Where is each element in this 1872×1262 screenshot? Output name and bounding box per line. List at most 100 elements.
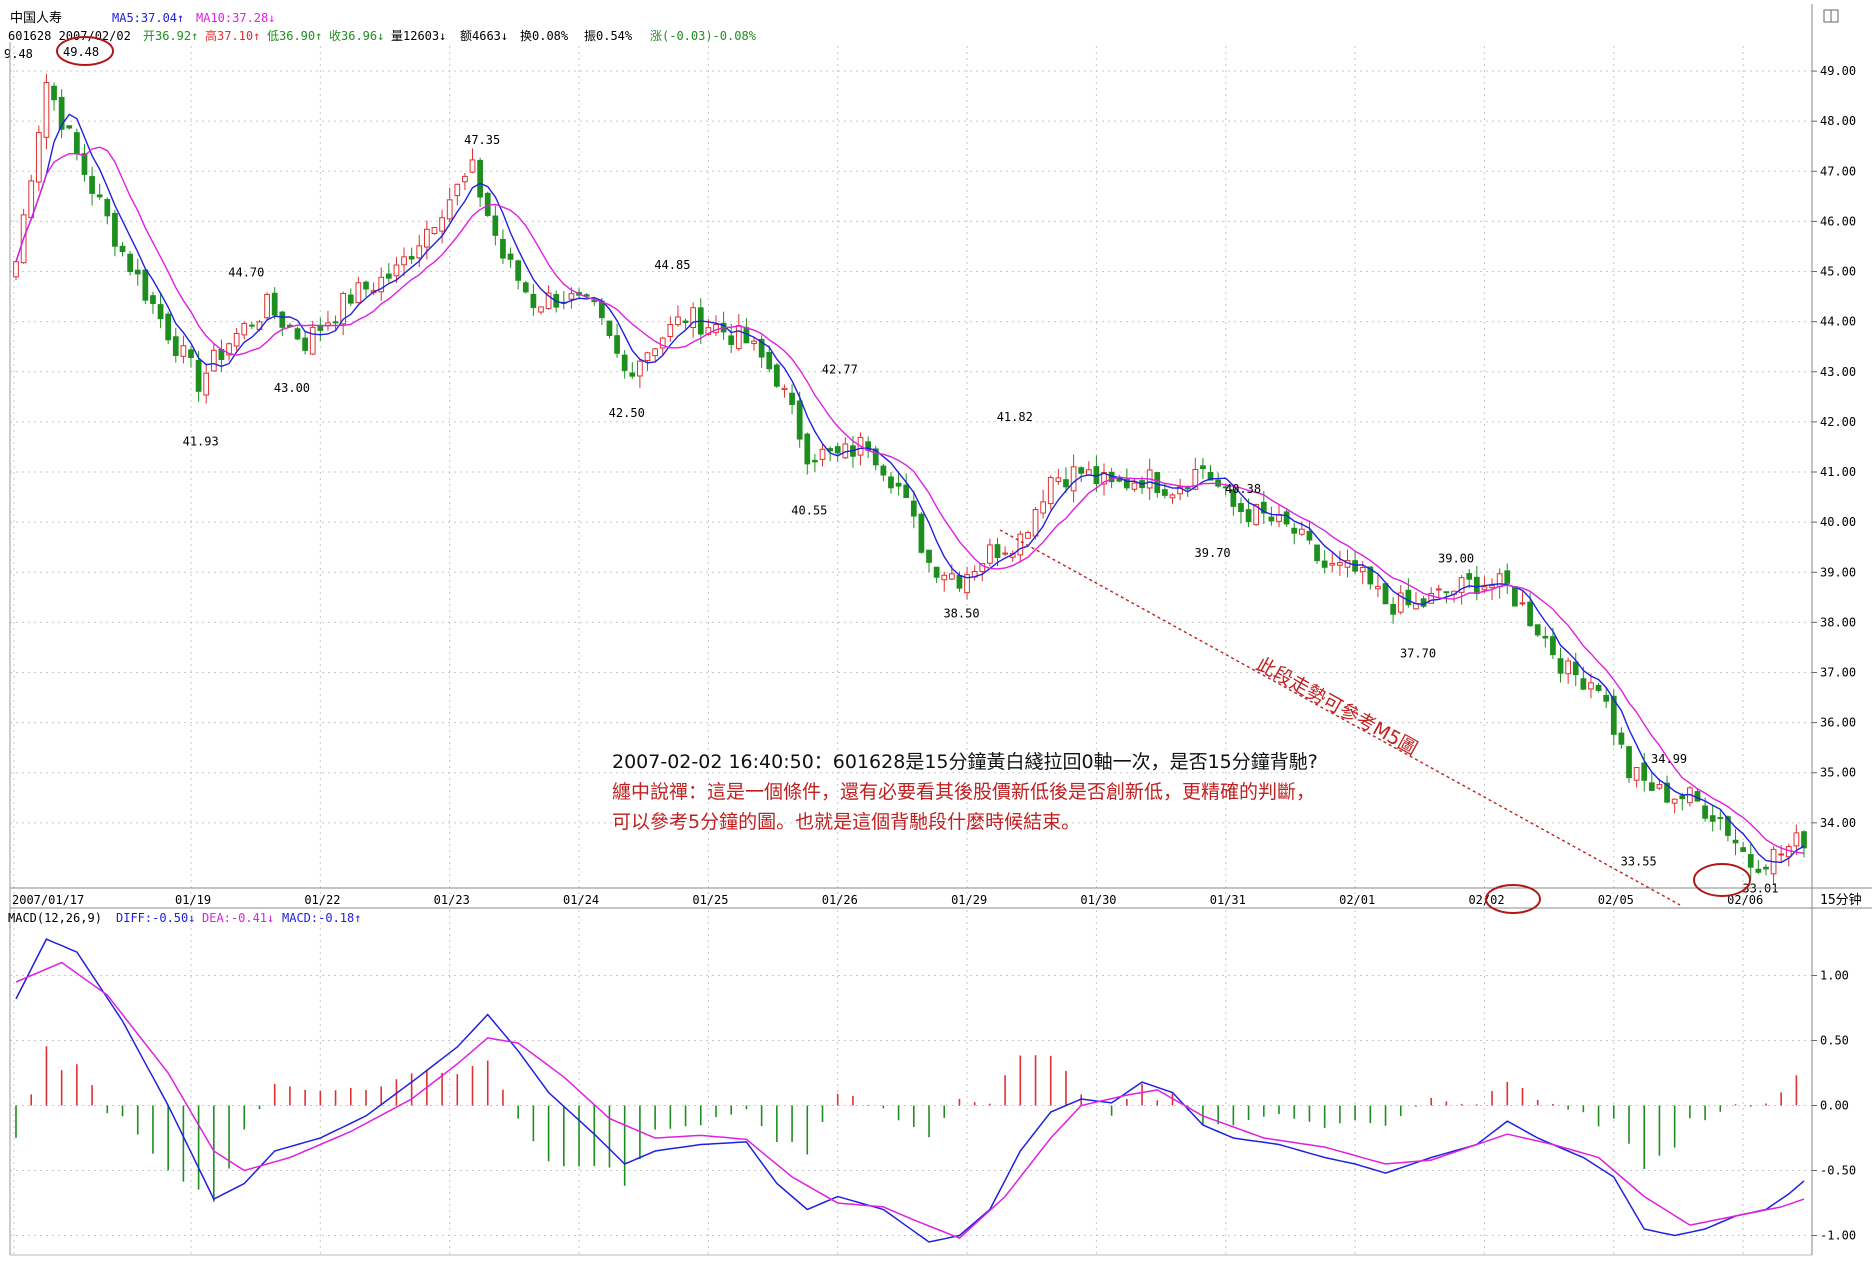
candle-body bbox=[1717, 817, 1724, 820]
candle-body bbox=[1763, 866, 1769, 870]
candle-body bbox=[89, 176, 95, 194]
candle-body bbox=[1245, 509, 1252, 523]
chart-grid bbox=[10, 46, 1812, 1255]
date-label: 2007/01/17 bbox=[12, 893, 84, 907]
candle-body bbox=[446, 199, 453, 220]
candle-body bbox=[172, 336, 179, 356]
price-label: 44.85 bbox=[654, 258, 690, 272]
candle-body bbox=[1025, 531, 1031, 539]
open-label: 开36.92↑ bbox=[143, 29, 198, 43]
candle-body bbox=[309, 326, 316, 355]
date-label: 01/31 bbox=[1210, 893, 1246, 907]
candle-body bbox=[1177, 486, 1183, 495]
candle-body bbox=[112, 212, 118, 247]
candle-body bbox=[294, 328, 301, 340]
candle-body bbox=[507, 253, 514, 260]
macd-tick-label: -1.00 bbox=[1820, 1229, 1856, 1243]
candle-body bbox=[1253, 504, 1260, 526]
candle-body bbox=[621, 354, 628, 371]
candle-body bbox=[1618, 732, 1625, 745]
price-label: 40.38 bbox=[1225, 482, 1261, 496]
price-tick-label: 34.00 bbox=[1820, 816, 1856, 830]
candle-body bbox=[1778, 853, 1785, 856]
candle-body bbox=[1390, 604, 1397, 615]
candle-body bbox=[926, 549, 932, 563]
candle-body bbox=[888, 476, 894, 489]
candle-body bbox=[1405, 589, 1412, 606]
date-label: 01/23 bbox=[434, 893, 470, 907]
candle-body bbox=[994, 544, 1001, 559]
candle-body bbox=[1496, 573, 1503, 588]
candle-body bbox=[1230, 489, 1237, 507]
candle-body bbox=[264, 293, 270, 319]
candle-body bbox=[728, 335, 735, 345]
candle-body bbox=[964, 574, 970, 594]
candle-body bbox=[598, 300, 605, 319]
price-label: 39.70 bbox=[1195, 546, 1231, 560]
high-price-circle bbox=[56, 36, 114, 66]
date-label: 02/01 bbox=[1339, 893, 1375, 907]
candle-body bbox=[74, 132, 80, 155]
candle-body bbox=[1702, 805, 1708, 819]
candle-body bbox=[142, 269, 149, 301]
candle-body bbox=[431, 227, 438, 234]
candle-body bbox=[423, 228, 430, 248]
chart-axes: 49.00 48.00 47.00 46.00 45.00 44.00 43.00 42.00… bbox=[9, 4, 1872, 1256]
candle-body bbox=[195, 359, 202, 392]
candle-body bbox=[1017, 533, 1024, 556]
candle-body bbox=[134, 269, 141, 275]
candle-body bbox=[1603, 694, 1610, 702]
price-tick-label: 39.00 bbox=[1820, 565, 1856, 579]
macd-label: MACD:-0.18↑ bbox=[282, 911, 361, 925]
candle-body bbox=[226, 343, 232, 356]
candle-body bbox=[1633, 767, 1640, 781]
candle-body bbox=[568, 293, 575, 300]
window-restore-icon[interactable] bbox=[1823, 9, 1839, 23]
candle-body bbox=[1063, 479, 1069, 488]
macd-tick-label: -0.50 bbox=[1820, 1164, 1856, 1178]
date-circle-0202 bbox=[1485, 884, 1541, 914]
candle-body bbox=[629, 372, 636, 377]
candle-body bbox=[363, 281, 369, 290]
candle-body bbox=[1725, 816, 1731, 836]
date-label: 01/29 bbox=[951, 893, 987, 907]
ma5-label: MA5:37.04↑ bbox=[112, 11, 184, 25]
candle-body bbox=[469, 159, 476, 173]
dea-label: DEA:-0.41↓ bbox=[202, 911, 274, 925]
candle-body bbox=[538, 306, 544, 313]
candle-body bbox=[355, 282, 362, 304]
candle-body bbox=[180, 345, 187, 357]
candle-body bbox=[302, 337, 308, 351]
candle-body bbox=[1648, 782, 1655, 791]
candle-body bbox=[241, 322, 248, 336]
candle-body bbox=[1306, 530, 1313, 541]
price-label: 41.93 bbox=[183, 434, 219, 448]
candle-body bbox=[439, 217, 445, 232]
candle-body bbox=[1519, 602, 1526, 605]
candle-body bbox=[1184, 487, 1191, 490]
price-tick-label: 37.00 bbox=[1820, 665, 1856, 679]
candle-body bbox=[1656, 783, 1663, 789]
turnover-label: 换0.08% bbox=[520, 29, 569, 43]
candle-body bbox=[1420, 598, 1427, 607]
candle-body bbox=[1131, 482, 1138, 490]
candle-body bbox=[96, 194, 103, 198]
candle-body bbox=[682, 320, 689, 323]
candle-body bbox=[1534, 624, 1541, 636]
candle-body bbox=[1200, 465, 1206, 470]
candle-body bbox=[1435, 588, 1442, 591]
price-tick-label: 36.00 bbox=[1820, 716, 1856, 730]
price-label: 43.00 bbox=[274, 381, 310, 395]
candle-body bbox=[1070, 466, 1077, 492]
price-label: 39.00 bbox=[1438, 551, 1474, 565]
candle-body bbox=[1755, 868, 1762, 873]
candle-body bbox=[462, 175, 468, 183]
dea-line bbox=[15, 961, 1805, 1239]
candle-body bbox=[1329, 562, 1336, 566]
candle-body bbox=[210, 349, 217, 372]
volume-label: 量12603↓ bbox=[391, 29, 446, 43]
candle-body bbox=[948, 573, 955, 580]
candle-body bbox=[1123, 478, 1130, 489]
price-label: 47.35 bbox=[464, 133, 500, 147]
candle-body bbox=[1321, 560, 1328, 568]
